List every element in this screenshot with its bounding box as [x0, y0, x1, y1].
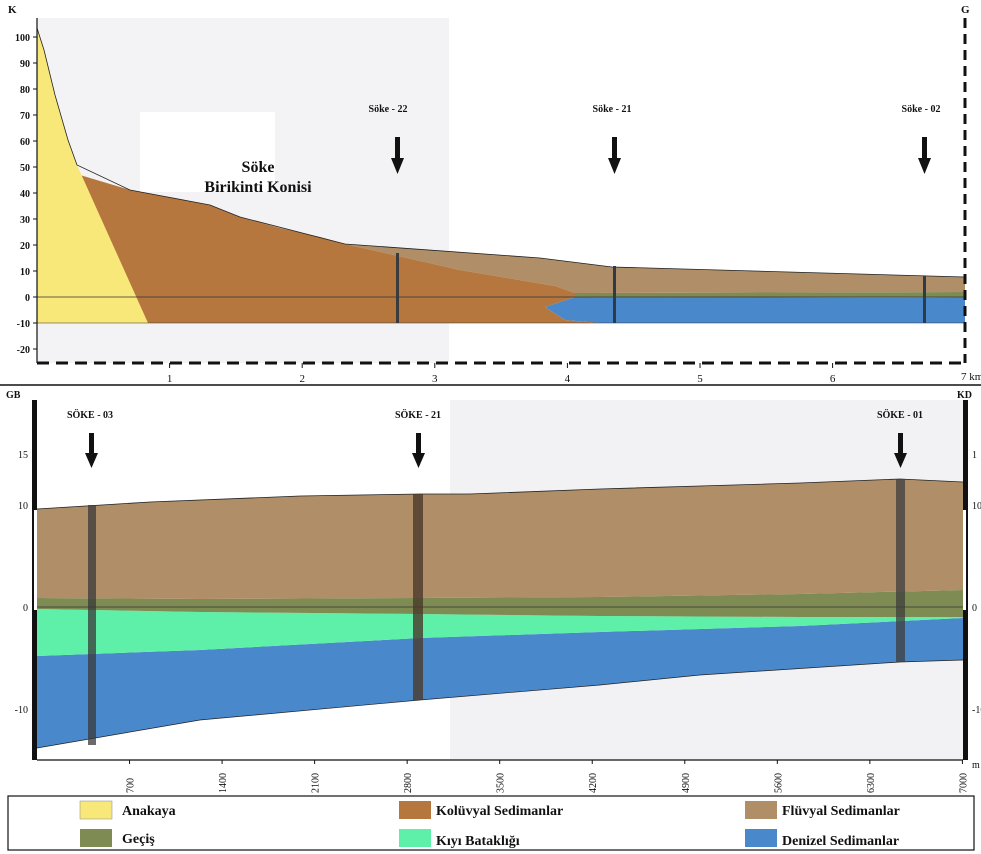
top-y-tick-label: 80 [20, 85, 30, 96]
layer-gecis-top [575, 292, 965, 298]
well-soke-21-bottom-log [413, 494, 423, 700]
bottom-x-end-label: m [972, 760, 980, 771]
bottom-x-tick-label: 1400 [218, 773, 229, 793]
top-x-tick-label: 5 [697, 373, 703, 385]
well-label-soke-21: Söke - 21 [593, 104, 632, 115]
arrow-down-icon [894, 433, 907, 468]
top-y-tick-label: -10 [17, 319, 30, 330]
top-x-tick-label: 4 [565, 373, 571, 385]
well-soke-01-log [896, 479, 905, 662]
bottom-y-tick-label-left: 15 [18, 450, 28, 461]
top-plot-label-box [140, 112, 275, 192]
bottom-x-tick-label: 4900 [681, 773, 692, 793]
well-label-soke-22: Söke - 22 [369, 104, 408, 115]
legend-label-anakaya: Anakaya [122, 804, 176, 819]
well-label-soke-02: Söke - 02 [902, 104, 941, 115]
layer-anakaya-top [37, 28, 148, 323]
arrow-down-icon [391, 137, 404, 174]
top-x-end-label: 7 km [961, 371, 981, 383]
top-y-tick-label: 70 [20, 111, 30, 122]
bottom-x-tick-label: 6300 [866, 773, 877, 793]
layer-denizel-bottom [37, 618, 963, 748]
bottom-right-axis-gap [963, 510, 966, 610]
top-x-ticks: 1 2 3 4 5 6 [167, 363, 836, 385]
legend-swatch-kiyi [399, 829, 431, 847]
bottom-cross-section: 15 10 0 -10 1 10 0 -10 700 1400 2100 2800 3500 4200 4… [6, 390, 981, 793]
legend-label-fluvyal: Flüvyal Sedimanlar [782, 804, 900, 819]
well-soke-02-log [923, 276, 926, 323]
legend-label-kiyi: Kıyı Bataklığı [436, 834, 520, 849]
layer-fluvyal-bottom [37, 479, 963, 599]
bottom-x-tick-label: 4200 [588, 773, 599, 793]
bottom-surface-line [36, 478, 964, 510]
bottom-x-tick-label: 2800 [403, 773, 414, 793]
legend-label-koluvyal: Kolüvyal Sedimanlar [436, 804, 563, 819]
bottom-y-tick-label-left: 10 [18, 501, 28, 512]
well-label-soke-21-bottom: SÖKE - 21 [395, 408, 441, 421]
top-y-tick-label: 100 [15, 33, 30, 44]
legend-swatch-fluvyal [745, 801, 777, 819]
fan-label-line1: Söke [242, 159, 275, 176]
arrow-down-icon [85, 433, 98, 468]
well-label-soke-01: SÖKE - 01 [877, 408, 923, 421]
bottom-x-tick-label: 2100 [311, 773, 322, 793]
bottom-corner-left: GB [6, 390, 21, 401]
top-y-tick-label: 90 [20, 59, 30, 70]
top-y-tick-label: -20 [17, 345, 30, 356]
bottom-x-tick-label: 7000 [958, 773, 969, 793]
top-surface-line [36, 27, 966, 278]
legend-swatch-anakaya [79, 800, 113, 820]
layer-koluvyal-top [48, 163, 600, 323]
top-x-tick-label: 6 [830, 373, 836, 385]
bottom-y-tick-label-right: 10 [972, 501, 981, 512]
bottom-x-tick-label: 700 [126, 778, 137, 793]
well-soke-21-log [613, 266, 616, 323]
top-corner-left: K [8, 4, 17, 16]
layer-gecis-bottom [37, 590, 963, 617]
legend-swatch-denizel [745, 829, 777, 847]
well-soke-22-log [396, 253, 399, 323]
top-y-tick-label: 50 [20, 163, 30, 174]
bottom-x-ticks: 700 1400 2100 2800 3500 4200 4900 5600 6300 7000 [126, 760, 969, 793]
bottom-x-tick-label: 5600 [773, 773, 784, 793]
fan-label-line2: Birikinti Konisi [204, 179, 312, 196]
arrow-down-icon [608, 137, 621, 174]
top-y-tick-label: 40 [20, 189, 30, 200]
bottom-y-tick-label-right: -10 [972, 705, 981, 716]
top-x-tick-label: 3 [432, 373, 438, 385]
bottom-y-ticks: 15 10 0 -10 1 10 0 -10 [15, 450, 981, 716]
bottom-y-tick-label-right: 1 [972, 450, 977, 461]
well-soke-03-log [88, 505, 96, 745]
legend: Anakaya Kolüvyal Sedimanlar Flüvyal Sedi… [7, 795, 975, 851]
bottom-left-axis-gap [34, 510, 37, 610]
arrow-down-icon [412, 433, 425, 468]
layer-kiyi-bataklik-bottom [37, 609, 963, 656]
layer-denizel-top [545, 297, 965, 323]
arrow-down-icon [918, 137, 931, 174]
top-y-tick-label: 0 [25, 293, 30, 304]
legend-swatch-gecis [80, 829, 112, 847]
bottom-corner-right: KD [957, 390, 972, 401]
top-y-tick-label: 10 [20, 267, 30, 278]
top-x-tick-label: 1 [167, 373, 173, 385]
legend-label-denizel: Denizel Sedimanlar [782, 834, 899, 849]
top-corner-right: G [961, 4, 970, 16]
well-label-soke-03: SÖKE - 03 [67, 408, 113, 421]
top-x-tick-label: 2 [299, 373, 305, 385]
bottom-y-tick-label-left: 0 [23, 603, 28, 614]
bottom-y-tick-label-left: -10 [15, 705, 28, 716]
top-y-tick-label: 30 [20, 215, 30, 226]
legend-frame [7, 795, 975, 851]
legend-swatch-koluvyal [399, 801, 431, 819]
bottom-y-tick-label-right: 0 [972, 603, 977, 614]
legend-label-gecis: Geçiş [122, 832, 155, 847]
bottom-x-tick-label: 3500 [496, 773, 507, 793]
top-y-tick-label: 20 [20, 241, 30, 252]
top-y-tick-label: 60 [20, 137, 30, 148]
